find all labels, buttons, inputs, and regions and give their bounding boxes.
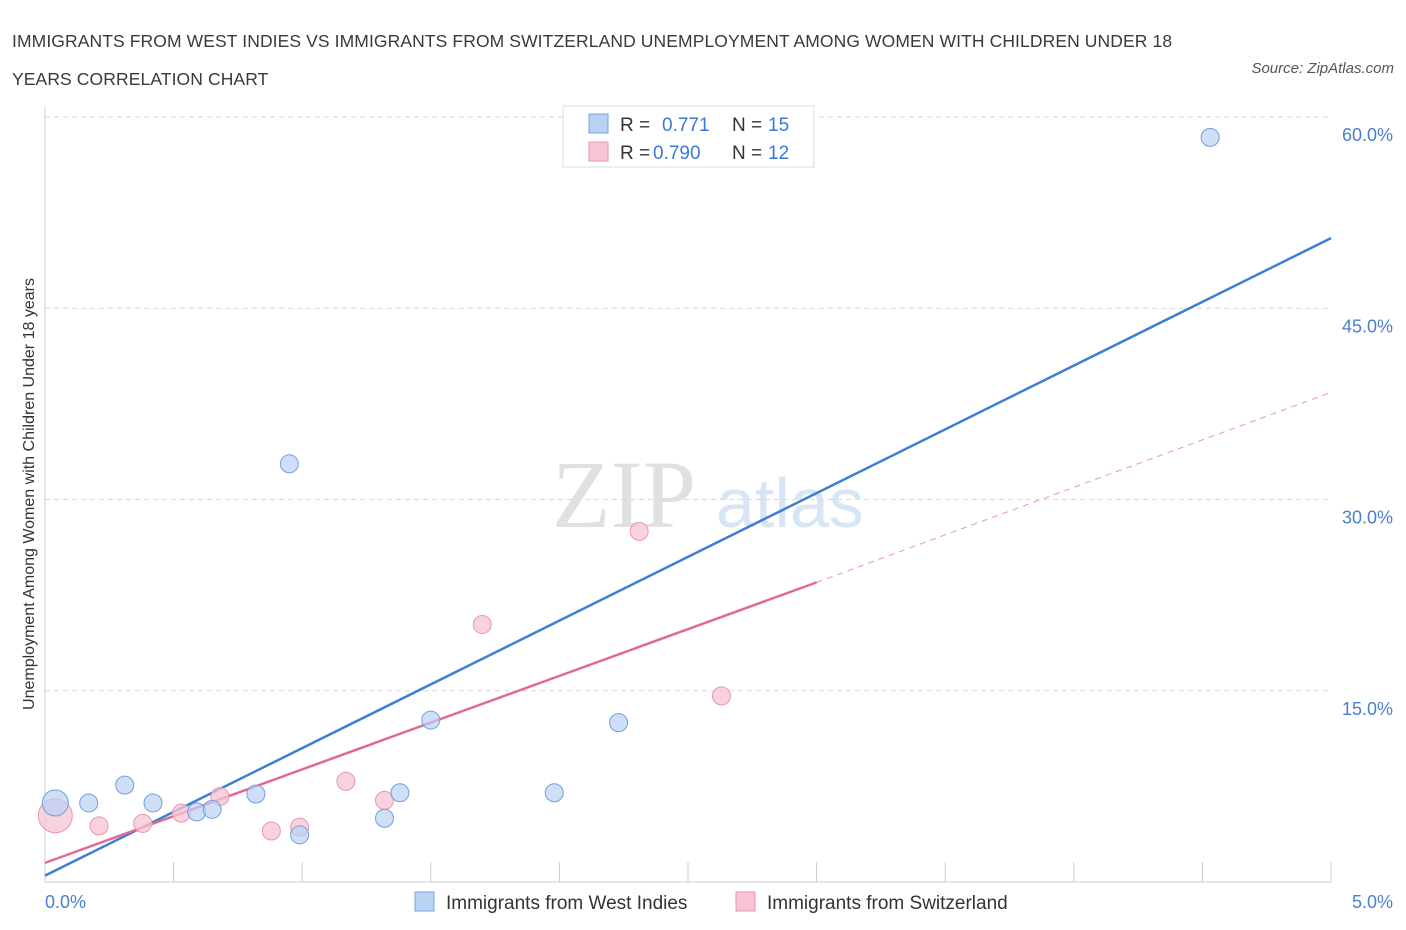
point-west-indies bbox=[609, 713, 629, 733]
point-switzerland bbox=[133, 813, 153, 833]
legend-r-label-1: R = bbox=[620, 115, 650, 136]
point-switzerland bbox=[336, 771, 356, 791]
point-west-indies bbox=[202, 799, 222, 819]
bottom-legend-switzerland: Immigrants from Switzerland bbox=[767, 893, 1008, 914]
trend-line-switzerland-extension bbox=[816, 391, 1332, 583]
point-switzerland bbox=[261, 821, 281, 841]
y-tick-label: 15.0% bbox=[1342, 699, 1393, 719]
source-label: Source: ZipAtlas.com bbox=[1251, 60, 1394, 77]
legend-n-value-2: 12 bbox=[768, 143, 789, 164]
point-west-indies bbox=[375, 808, 395, 828]
bottom-legend: Immigrants from West Indies Immigrants f… bbox=[414, 891, 1008, 914]
trend-line-west-indies bbox=[44, 237, 1332, 877]
legend-r-value-2: 0.790 bbox=[653, 143, 701, 164]
legend: R = 0.771 N = 15 R = 0.790 N = 12 bbox=[562, 105, 815, 168]
y-tick-labels: 15.0% 30.0% 45.0% 60.0% bbox=[1342, 125, 1393, 719]
point-west-indies bbox=[41, 789, 69, 817]
legend-n-label-2: N = bbox=[732, 143, 762, 164]
y-tick-label: 30.0% bbox=[1342, 508, 1393, 528]
x-tick-label: 5.0% bbox=[1352, 892, 1393, 912]
point-west-indies bbox=[143, 793, 163, 813]
data-points bbox=[37, 127, 1220, 845]
legend-r-value-1: 0.771 bbox=[662, 115, 710, 136]
bottom-legend-swatch-west-indies bbox=[414, 891, 435, 912]
trend-lines bbox=[44, 237, 1332, 877]
axes bbox=[44, 107, 1332, 883]
point-west-indies bbox=[246, 784, 266, 804]
point-west-indies bbox=[390, 783, 410, 803]
point-switzerland bbox=[711, 686, 731, 706]
point-switzerland bbox=[629, 521, 649, 541]
legend-n-value-1: 15 bbox=[768, 115, 789, 136]
point-west-indies bbox=[115, 775, 135, 795]
point-west-indies bbox=[544, 783, 564, 803]
point-west-indies bbox=[421, 710, 441, 730]
point-switzerland bbox=[89, 816, 109, 836]
x-tick-labels: 0.0% 5.0% bbox=[45, 892, 1393, 912]
y-tick-label: 45.0% bbox=[1342, 316, 1393, 336]
bottom-legend-swatch-switzerland bbox=[735, 891, 756, 912]
watermark-zip: ZIP bbox=[552, 441, 696, 548]
point-west-indies bbox=[290, 825, 310, 845]
legend-n-label-1: N = bbox=[732, 115, 762, 136]
y-tick-label: 60.0% bbox=[1342, 125, 1393, 145]
legend-swatch-west-indies bbox=[588, 113, 609, 134]
legend-swatch-switzerland bbox=[588, 141, 609, 162]
bottom-legend-west-indies: Immigrants from West Indies bbox=[446, 893, 687, 914]
legend-r-label-2: R = bbox=[620, 143, 650, 164]
point-west-indies bbox=[279, 454, 299, 474]
watermark-atlas: atlas bbox=[716, 464, 864, 542]
point-switzerland bbox=[472, 614, 492, 634]
x-tick-label: 0.0% bbox=[45, 892, 86, 912]
point-west-indies bbox=[1200, 127, 1220, 147]
y-axis-label: Unemployment Among Women with Children U… bbox=[21, 278, 38, 710]
gridlines bbox=[45, 116, 1331, 692]
point-west-indies bbox=[79, 793, 99, 813]
chart-title: IMMIGRANTS FROM WEST INDIES VS IMMIGRANT… bbox=[12, 31, 1173, 89]
